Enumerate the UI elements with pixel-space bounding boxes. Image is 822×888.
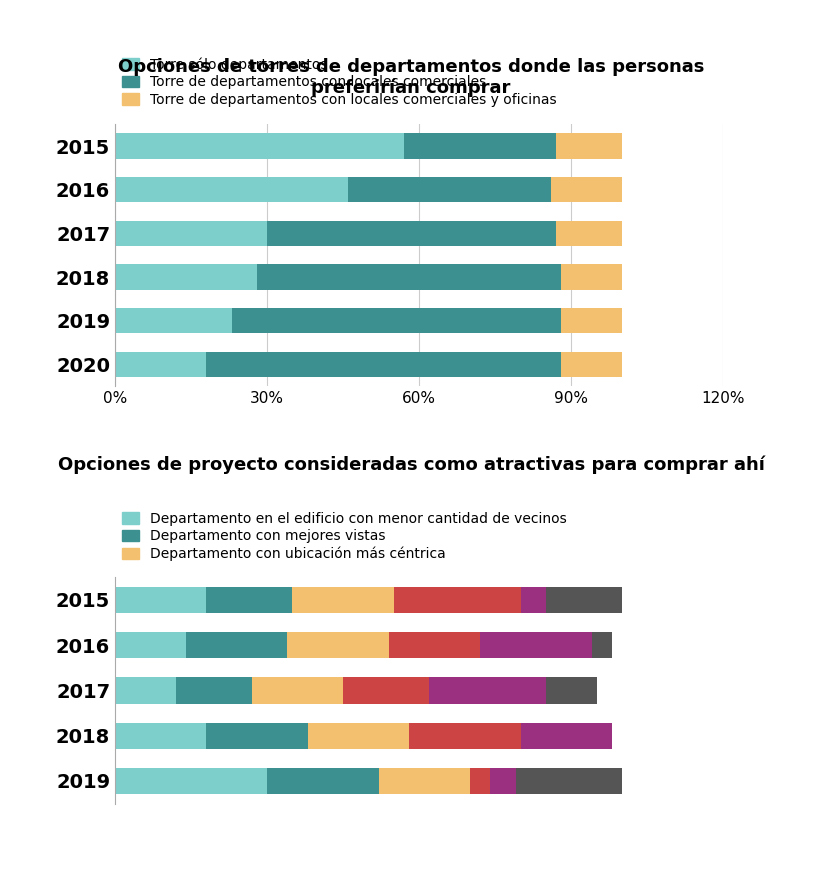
Bar [592, 632, 612, 658]
Bar [520, 723, 612, 749]
Bar [470, 768, 490, 794]
Bar [515, 768, 622, 794]
Bar [551, 177, 622, 202]
Bar [206, 352, 561, 377]
Bar [480, 632, 592, 658]
Bar [429, 678, 546, 703]
Bar [257, 265, 561, 289]
Bar [404, 133, 556, 159]
Bar [115, 221, 267, 246]
Bar [546, 587, 622, 613]
Bar [556, 221, 622, 246]
Bar [115, 632, 186, 658]
Bar [115, 768, 267, 794]
Bar [115, 133, 404, 159]
Bar [115, 678, 176, 703]
Bar [389, 632, 480, 658]
Bar [561, 265, 622, 289]
Legend: Torre sólo departamentos, Torre de departamentos con locales comerciales, Torre : Torre sólo departamentos, Torre de depar… [122, 58, 556, 107]
Bar [490, 768, 515, 794]
Bar [252, 678, 344, 703]
Bar [520, 587, 546, 613]
Bar [115, 265, 257, 289]
Bar [344, 678, 429, 703]
Bar [115, 308, 232, 334]
Bar [546, 678, 597, 703]
Bar [115, 177, 349, 202]
Bar [232, 308, 561, 334]
Bar [307, 723, 409, 749]
Bar [115, 352, 206, 377]
Bar [115, 587, 206, 613]
Text: Opciones de torres de departamentos donde las personas
preferirían comprar: Opciones de torres de departamentos dond… [118, 58, 704, 97]
Bar [379, 768, 470, 794]
Bar [288, 632, 389, 658]
Bar [561, 352, 622, 377]
Bar [186, 632, 288, 658]
Bar [267, 221, 556, 246]
Text: Opciones de proyecto consideradas como atractivas para comprar ahí: Opciones de proyecto consideradas como a… [58, 456, 764, 474]
Bar [561, 308, 622, 334]
Bar [409, 723, 520, 749]
Bar [206, 587, 293, 613]
Bar [176, 678, 252, 703]
Bar [293, 587, 394, 613]
Bar [206, 723, 307, 749]
Bar [115, 723, 206, 749]
Bar [394, 587, 520, 613]
Legend: Departamento en el edificio con menor cantidad de vecinos, Departamento con mejo: Departamento en el edificio con menor ca… [122, 511, 566, 561]
Bar [349, 177, 551, 202]
Bar [267, 768, 379, 794]
Bar [556, 133, 622, 159]
